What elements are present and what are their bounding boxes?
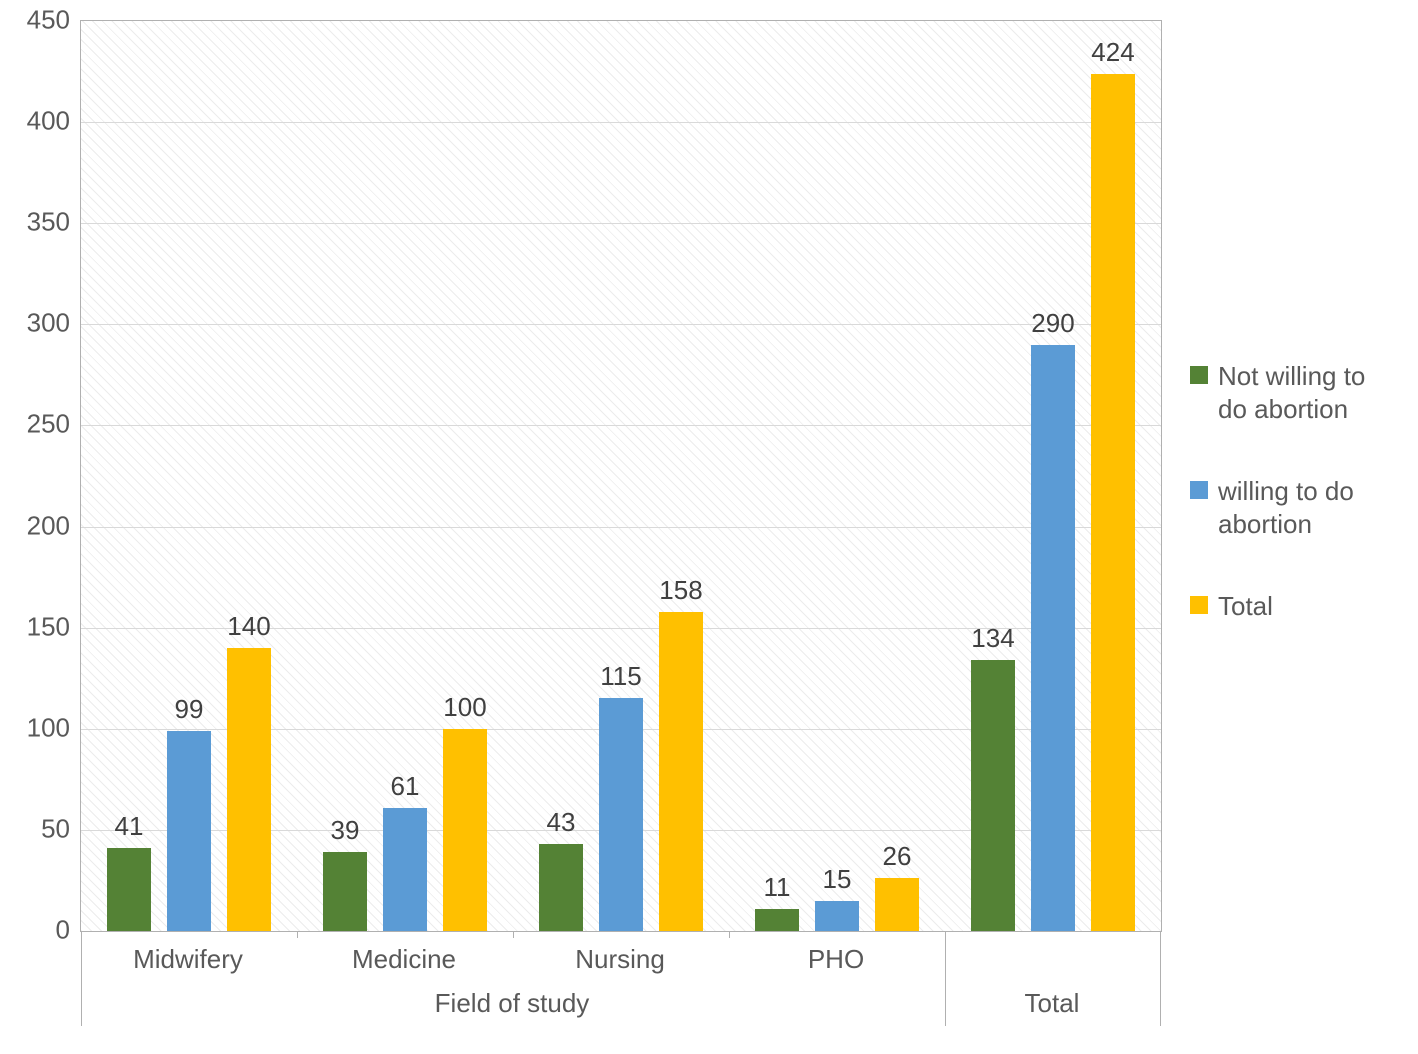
bar-value-label: 134 bbox=[953, 623, 1033, 654]
gridline bbox=[81, 527, 1161, 528]
bar bbox=[755, 909, 799, 931]
bar bbox=[227, 648, 271, 931]
bar-value-label: 61 bbox=[365, 771, 445, 802]
group-label: Total bbox=[1025, 988, 1080, 1019]
legend-label: Not willing to do abortion bbox=[1218, 360, 1400, 425]
bar bbox=[815, 901, 859, 931]
bar-value-label: 290 bbox=[1013, 308, 1093, 339]
tick-mark bbox=[513, 931, 514, 938]
category-label: Medicine bbox=[352, 944, 456, 975]
legend-swatch bbox=[1190, 481, 1208, 499]
y-tick-label: 200 bbox=[10, 510, 70, 541]
bar bbox=[107, 848, 151, 931]
bar-value-label: 99 bbox=[149, 694, 229, 725]
bar bbox=[875, 878, 919, 931]
bar-value-label: 43 bbox=[521, 807, 601, 838]
category-label: PHO bbox=[808, 944, 864, 975]
gridline bbox=[81, 223, 1161, 224]
bar bbox=[659, 612, 703, 932]
category-label: Midwifery bbox=[133, 944, 243, 975]
bar-value-label: 41 bbox=[89, 811, 169, 842]
tick-mark bbox=[729, 931, 730, 938]
bar-value-label: 115 bbox=[581, 661, 661, 692]
bar-chart: 4199140396110043115158111526134290424 No… bbox=[0, 0, 1418, 1054]
gridline bbox=[81, 324, 1161, 325]
bar bbox=[383, 808, 427, 931]
bar bbox=[1031, 345, 1075, 931]
group-border bbox=[945, 931, 946, 1026]
plot-area: 4199140396110043115158111526134290424 bbox=[80, 20, 1162, 932]
y-tick-label: 0 bbox=[10, 915, 70, 946]
y-tick-label: 350 bbox=[10, 207, 70, 238]
bar bbox=[323, 852, 367, 931]
y-tick-label: 100 bbox=[10, 712, 70, 743]
bar-value-label: 158 bbox=[641, 575, 721, 606]
bar-value-label: 100 bbox=[425, 692, 505, 723]
y-tick-label: 450 bbox=[10, 5, 70, 36]
bar-value-label: 39 bbox=[305, 815, 385, 846]
legend-label: Total bbox=[1218, 590, 1273, 623]
bar bbox=[443, 729, 487, 931]
gridline bbox=[81, 122, 1161, 123]
legend-swatch bbox=[1190, 596, 1208, 614]
legend-item: Not willing to do abortion bbox=[1190, 360, 1400, 425]
legend-label: willing to do abortion bbox=[1218, 475, 1400, 540]
bar-value-label: 26 bbox=[857, 841, 937, 872]
category-label: Nursing bbox=[575, 944, 665, 975]
gridline bbox=[81, 425, 1161, 426]
bar bbox=[539, 844, 583, 931]
group-label: Field of study bbox=[435, 988, 590, 1019]
legend-item: Total bbox=[1190, 590, 1400, 623]
legend-swatch bbox=[1190, 366, 1208, 384]
bar bbox=[971, 660, 1015, 931]
y-tick-label: 400 bbox=[10, 106, 70, 137]
y-tick-label: 50 bbox=[10, 813, 70, 844]
y-tick-label: 150 bbox=[10, 611, 70, 642]
legend: Not willing to do abortion willing to do … bbox=[1190, 360, 1400, 673]
y-tick-label: 250 bbox=[10, 409, 70, 440]
bar bbox=[167, 731, 211, 931]
bar bbox=[1091, 74, 1135, 931]
group-border bbox=[81, 931, 82, 1026]
group-border bbox=[1160, 931, 1161, 1026]
tick-mark bbox=[297, 931, 298, 938]
bar bbox=[599, 698, 643, 931]
bar-value-label: 424 bbox=[1073, 37, 1153, 68]
y-tick-label: 300 bbox=[10, 308, 70, 339]
bar-value-label: 140 bbox=[209, 611, 289, 642]
legend-item: willing to do abortion bbox=[1190, 475, 1400, 540]
